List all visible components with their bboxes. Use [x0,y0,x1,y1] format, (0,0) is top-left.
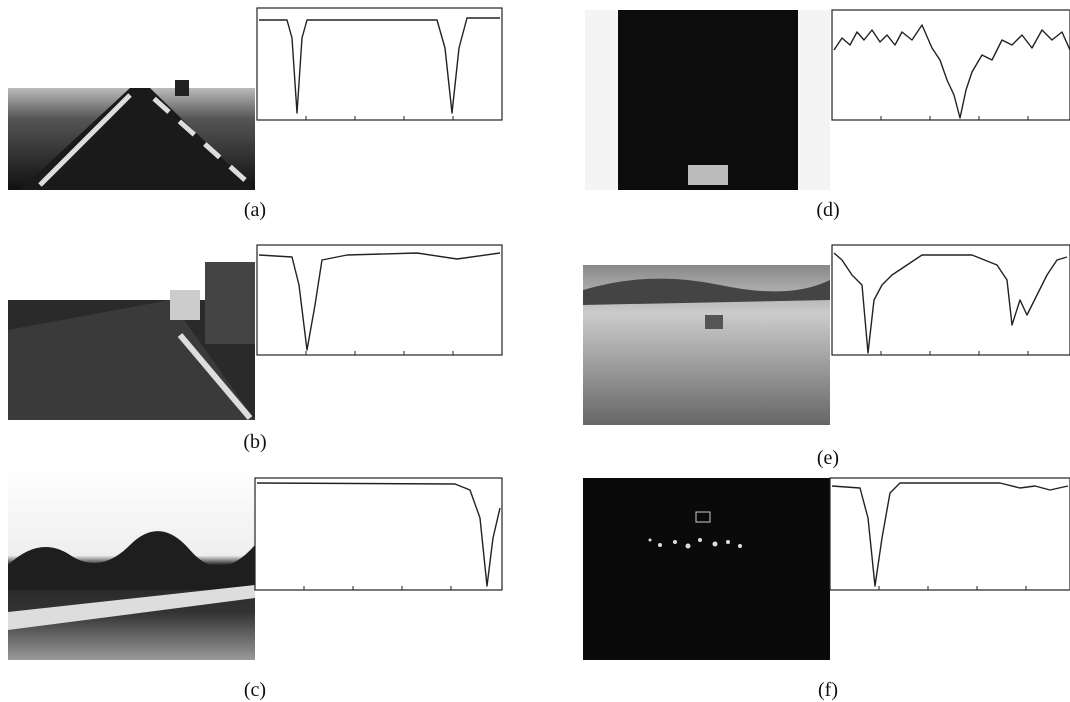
caption: (e) [817,447,839,469]
panel-b: (b) [8,245,502,453]
plot [830,478,1070,590]
plot [257,245,502,355]
photo [705,315,723,329]
panel-a: (a) [8,8,502,221]
plot-frame [832,10,1070,120]
photo [688,165,728,185]
figure: (a) (b) (c) [0,0,1070,702]
photo [205,262,255,344]
caption: (f) [818,679,838,701]
photo [583,478,830,660]
caption: (c) [244,679,266,701]
panel-f: (f) [583,478,1070,701]
caption: (d) [816,199,839,221]
caption: (a) [244,199,266,221]
plot [832,245,1070,355]
plot-frame [255,478,502,590]
plot-frame [830,478,1070,590]
plot [257,8,502,120]
caption: (b) [243,431,266,453]
photo [175,80,189,96]
panel-c: (c) [8,470,502,701]
photo [618,10,798,190]
photo [170,290,200,320]
panel-e: (e) [583,245,1070,469]
panel-d: (d) [585,10,1070,221]
plot [255,478,502,590]
plot [832,10,1070,120]
